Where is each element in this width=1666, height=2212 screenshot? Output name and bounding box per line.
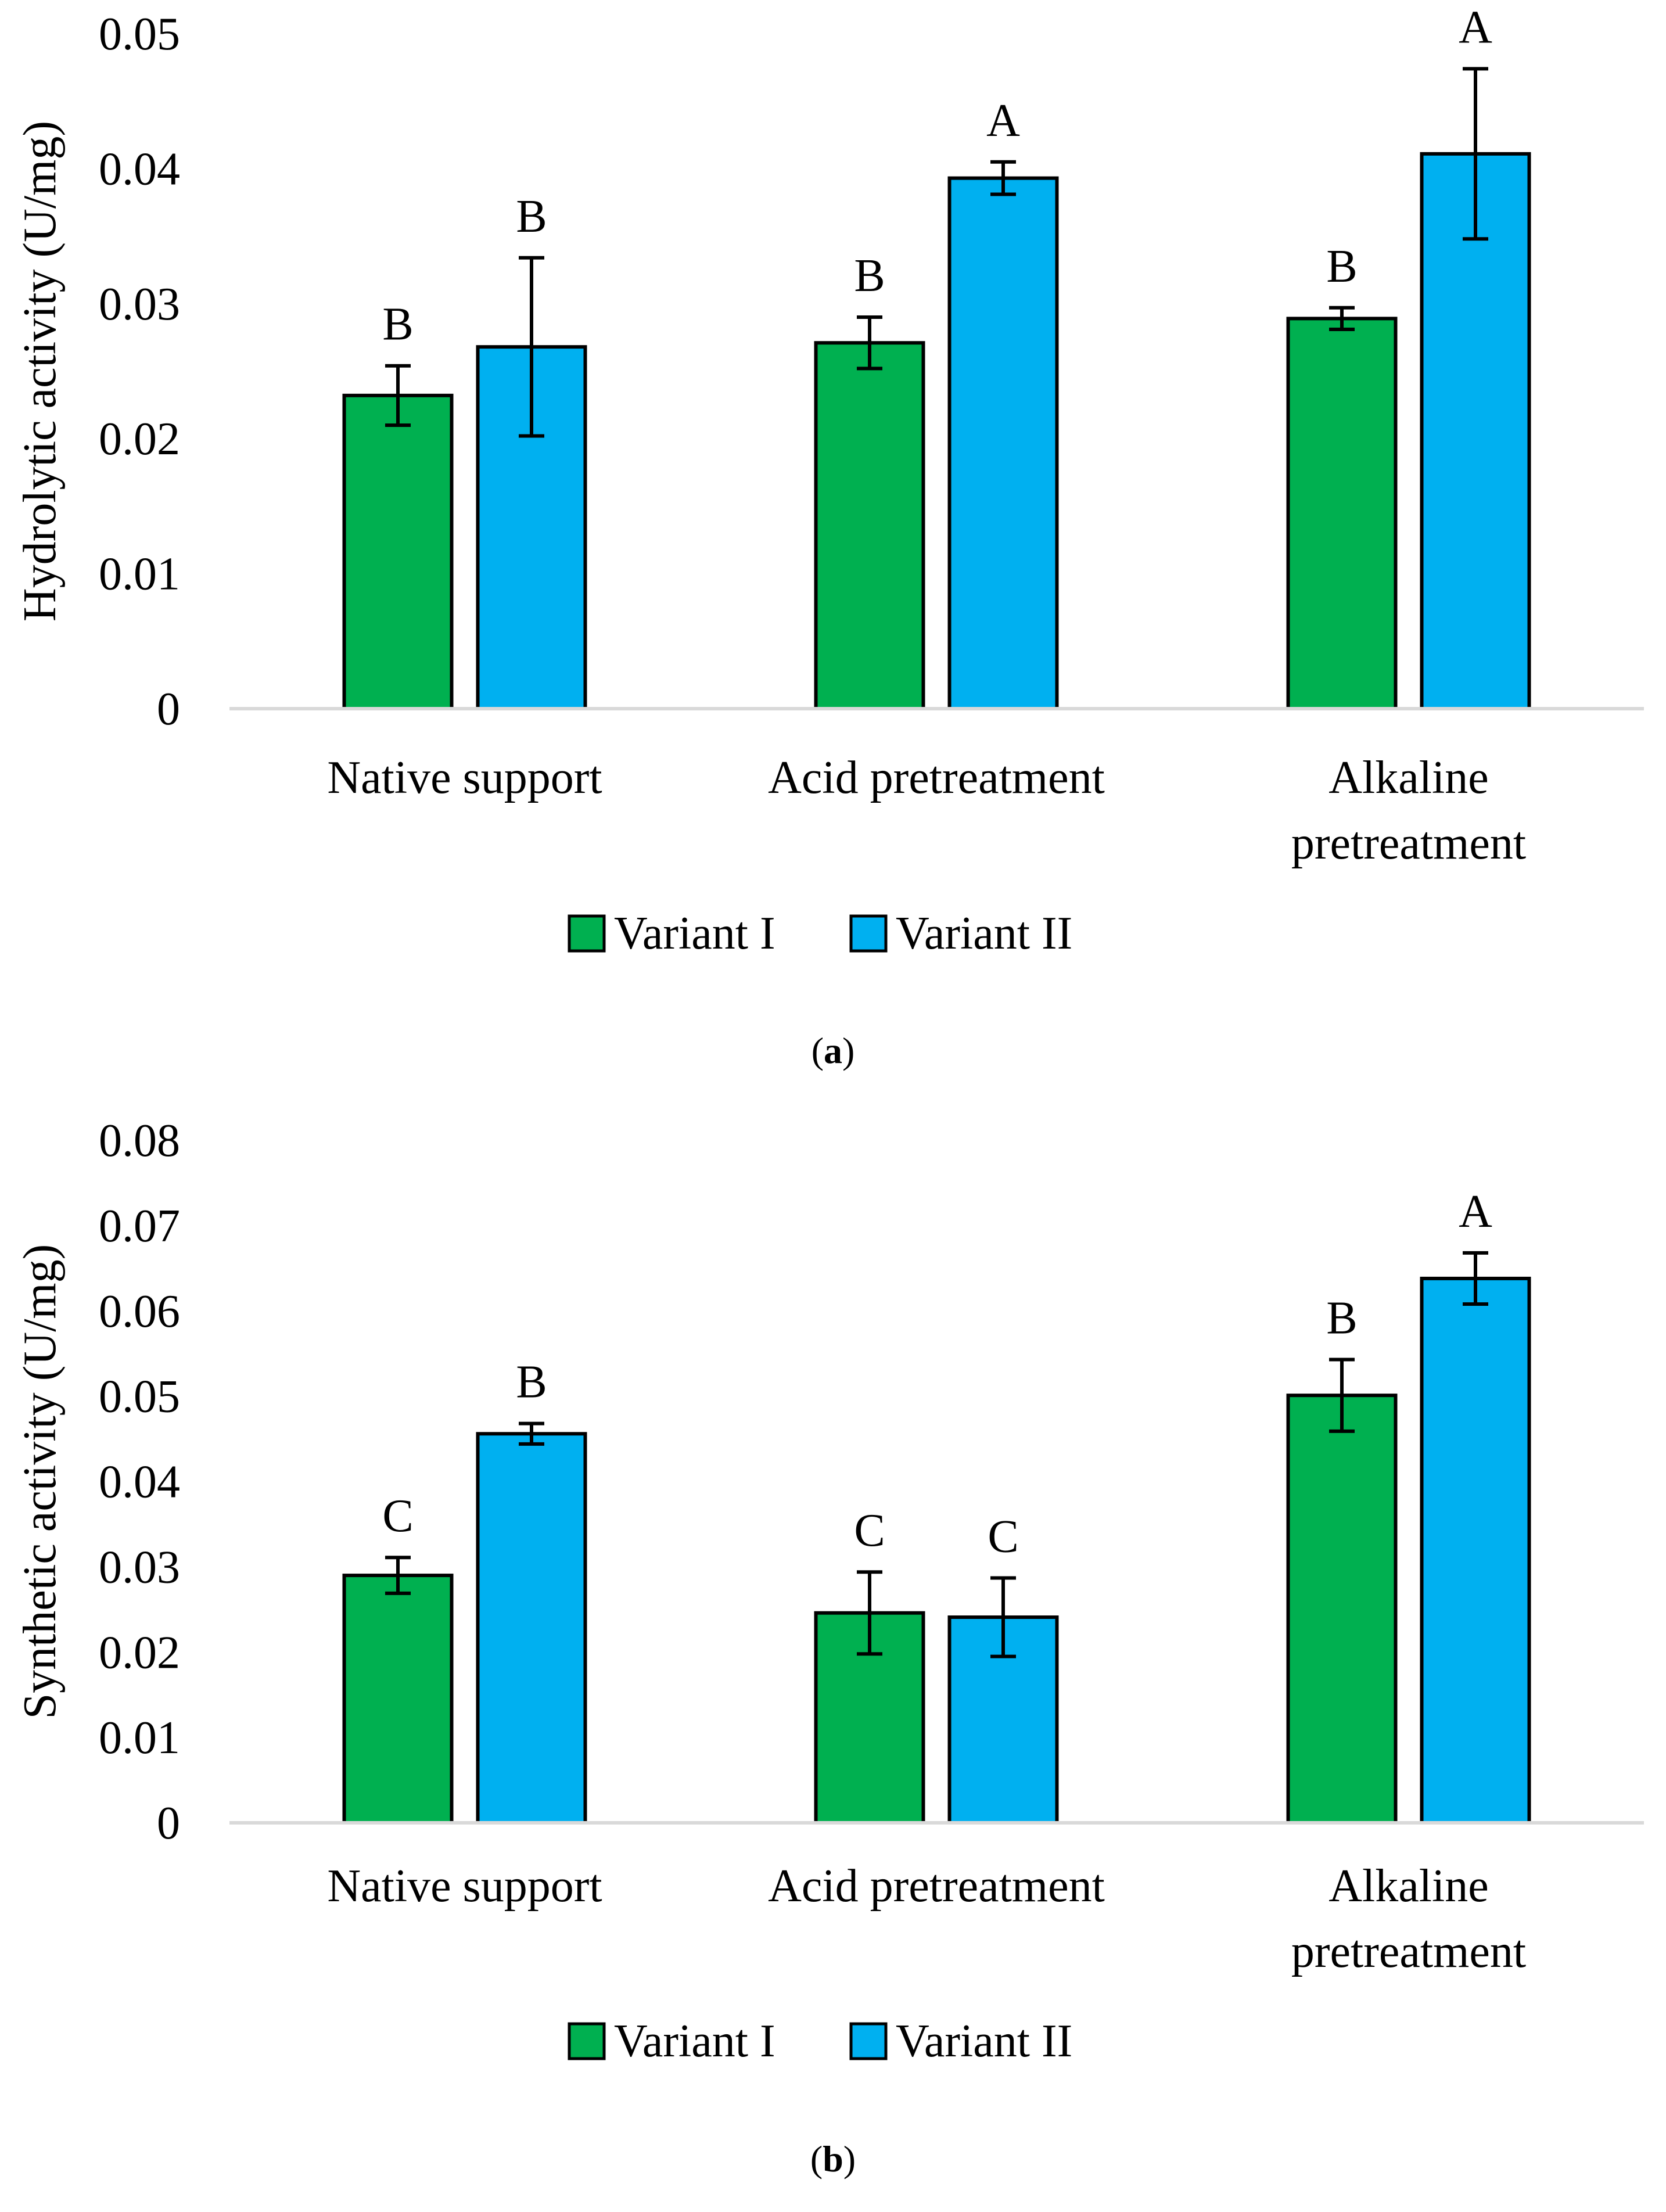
legend-swatch bbox=[568, 914, 606, 953]
x-tick-label: Native support bbox=[327, 752, 602, 803]
panel-b: 0 0.01 0.02 0.03 0.04 0.05 0.06 0.07 0.08 Synthet… bbox=[15, 1115, 1644, 2179]
y-tick-label: 0.05 bbox=[99, 1371, 180, 1423]
y-tick-label: 0.04 bbox=[99, 1457, 180, 1508]
bar bbox=[1286, 317, 1398, 710]
y-tick-label: 0.02 bbox=[99, 1627, 180, 1678]
panel-caption: (b) bbox=[810, 2138, 856, 2179]
legend-label: Variant II bbox=[896, 2016, 1072, 2067]
y-tick-label: 0.07 bbox=[99, 1201, 180, 1252]
significance-label: A bbox=[1459, 1186, 1492, 1237]
bar bbox=[947, 176, 1059, 710]
bar bbox=[476, 1432, 587, 1825]
caption-letter: a bbox=[824, 1030, 842, 1071]
x-tick-label: pretreatment bbox=[1291, 1926, 1526, 1977]
legend-swatch bbox=[849, 2022, 888, 2060]
y-tick-label: 0.01 bbox=[99, 549, 180, 600]
bar bbox=[342, 1574, 454, 1825]
legend-label: Variant I bbox=[614, 908, 775, 959]
significance-label: C bbox=[854, 1505, 885, 1556]
legend-label: Variant II bbox=[896, 908, 1072, 959]
y-tick-label: 0.01 bbox=[99, 1712, 180, 1764]
significance-label: B bbox=[1326, 1292, 1357, 1344]
legend-swatch bbox=[568, 2022, 606, 2060]
x-tick-label: pretreatment bbox=[1291, 818, 1526, 869]
y-tick-label: 0.03 bbox=[99, 279, 180, 330]
significance-label: C bbox=[988, 1511, 1018, 1562]
bar bbox=[814, 341, 925, 710]
significance-label: A bbox=[986, 95, 1020, 146]
caption-paren: ) bbox=[843, 2138, 856, 2179]
significance-label: B bbox=[516, 191, 547, 242]
y-tick-label: 0.04 bbox=[99, 143, 180, 195]
x-tick-label: Acid pretreatment bbox=[768, 752, 1105, 803]
y-tick-label: 0.03 bbox=[99, 1542, 180, 1593]
significance-label: A bbox=[1459, 2, 1492, 53]
significance-label: C bbox=[382, 1491, 413, 1542]
bar bbox=[1286, 1394, 1398, 1825]
significance-label: B bbox=[516, 1357, 547, 1408]
y-tick-label: 0 bbox=[157, 1798, 180, 1849]
y-tick-label: 0.02 bbox=[99, 414, 180, 465]
significance-label: B bbox=[382, 299, 413, 350]
caption-paren: ( bbox=[810, 2138, 823, 2179]
legend-label: Variant I bbox=[614, 2016, 775, 2067]
x-tick-label: Native support bbox=[327, 1861, 602, 1912]
y-tick-label: 0.06 bbox=[99, 1286, 180, 1337]
y-tick-label: 0.05 bbox=[99, 9, 180, 60]
bar bbox=[1420, 1276, 1531, 1825]
significance-label: B bbox=[854, 250, 885, 301]
x-tick-label: Alkaline bbox=[1329, 752, 1488, 803]
caption-paren: ( bbox=[812, 1030, 824, 1071]
y-axis-title: Hydrolytic activity (U/mg) bbox=[15, 121, 66, 622]
y-axis-title: Synthetic activity (U/mg) bbox=[15, 1244, 66, 1719]
caption-paren: ) bbox=[842, 1030, 854, 1071]
bar bbox=[342, 393, 454, 710]
x-tick-label: Alkaline bbox=[1329, 1861, 1488, 1912]
panel-a: 0 0.01 0.02 0.03 0.04 0.05 Hydrolytic activity… bbox=[15, 2, 1644, 1071]
caption-letter: b bbox=[823, 2138, 843, 2179]
y-tick-label: 0.08 bbox=[99, 1115, 180, 1166]
panel-caption: (a) bbox=[812, 1030, 855, 1071]
bar bbox=[1420, 152, 1531, 710]
significance-label: B bbox=[1326, 241, 1357, 292]
x-tick-label: Acid pretreatment bbox=[768, 1861, 1105, 1912]
legend-swatch bbox=[849, 914, 888, 953]
y-tick-label: 0 bbox=[157, 684, 180, 735]
